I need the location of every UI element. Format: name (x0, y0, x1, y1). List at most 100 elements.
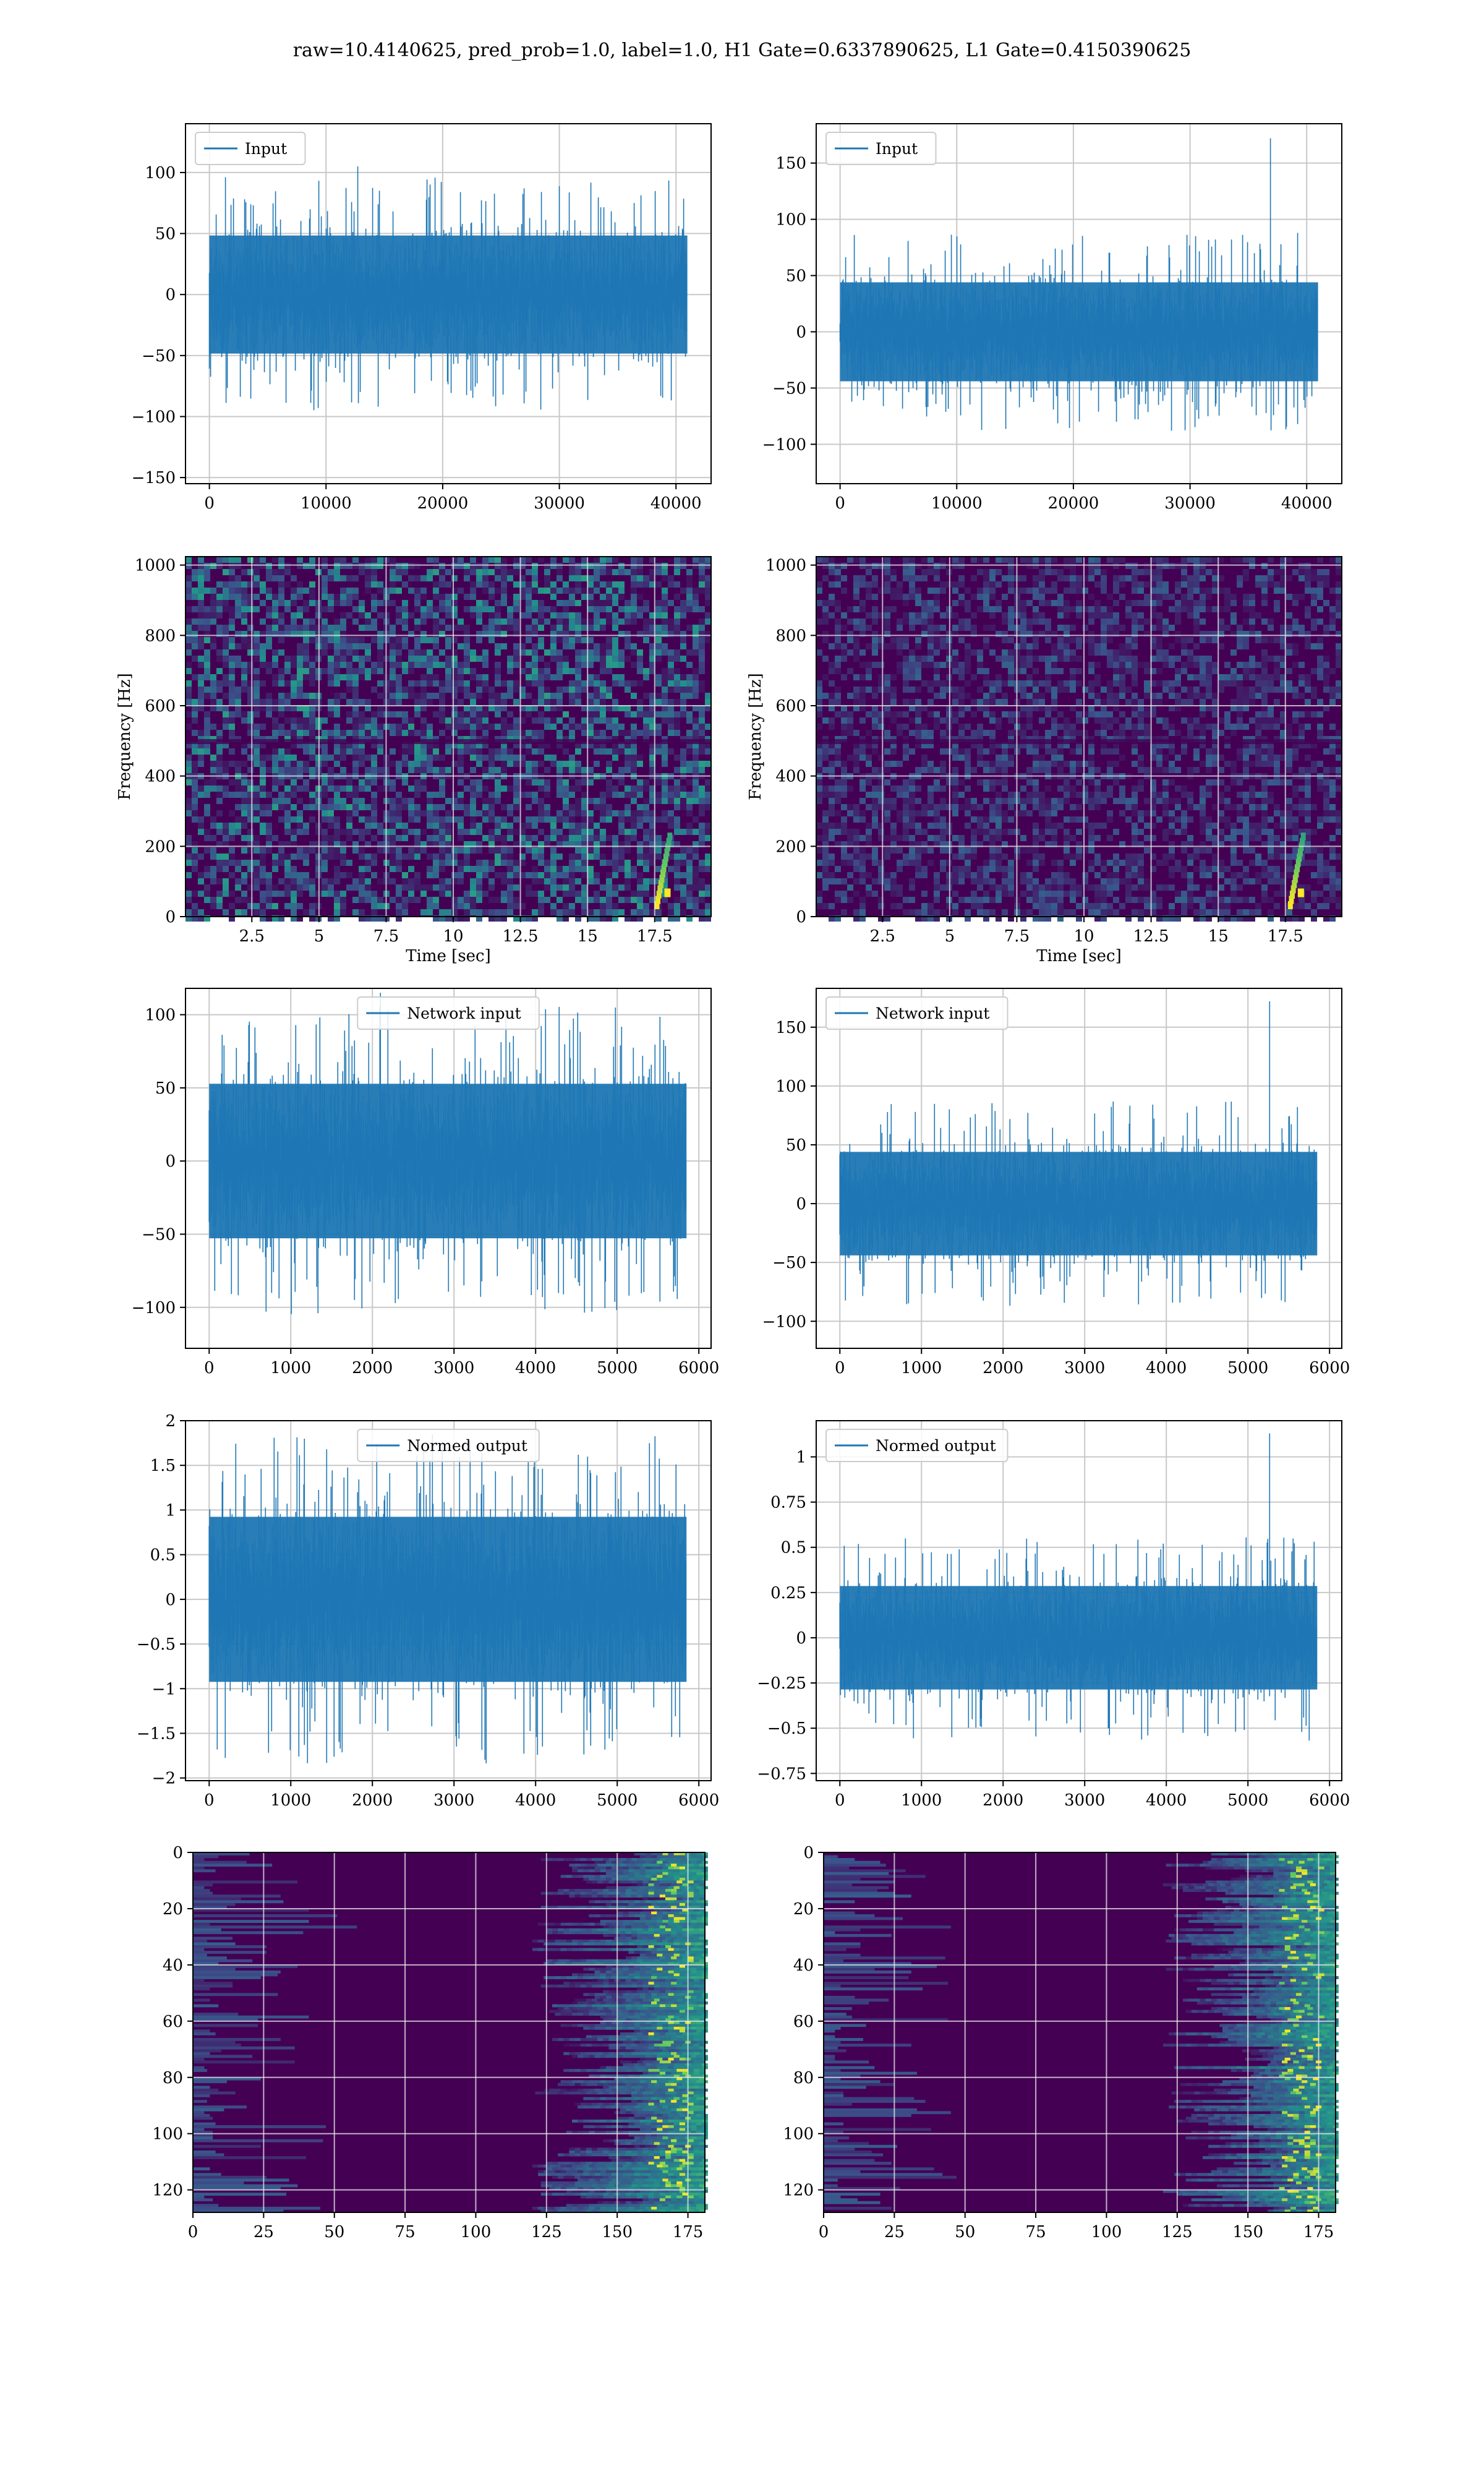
spectrogram-cell (1113, 612, 1119, 618)
spectrogram-cell (556, 563, 563, 569)
spectrogram-cell (1181, 637, 1187, 643)
spectrogram-cell (513, 680, 519, 687)
spectrogram-cell (822, 575, 829, 581)
spectrogram-cell (482, 625, 488, 631)
spectrogram-cell (216, 631, 223, 637)
spectrogram-cell (495, 662, 501, 668)
spectrogram-cell (328, 884, 334, 891)
spectrogram-cell (284, 680, 291, 687)
spectrogram-cell (1286, 594, 1292, 600)
spectrogram-cell (625, 884, 631, 891)
spectrogram-cell (346, 730, 352, 736)
spectrogram-cell (1298, 569, 1305, 575)
spectrogram-cell (322, 854, 328, 860)
spectrogram-cell (816, 699, 822, 705)
spectrogram-cell (204, 792, 210, 798)
spectrogram-cell (186, 724, 192, 730)
legend: Input (195, 132, 306, 165)
spectrogram-cell (229, 699, 235, 705)
spectrogram-cell (1101, 711, 1107, 717)
spectrogram-cell (507, 829, 513, 835)
spectrogram-cell (1261, 662, 1268, 668)
spectrogram-cell (297, 798, 303, 804)
spectrogram-cell (464, 637, 470, 643)
spectrogram-cell (408, 717, 414, 724)
spectrogram-cell (927, 643, 934, 649)
spectrogram-cell (872, 612, 878, 618)
spectrogram-cell (903, 674, 909, 680)
spectrogram-cell (575, 748, 581, 755)
spectrogram-cell (1101, 717, 1107, 724)
spectrogram-cell (501, 581, 507, 588)
spectrogram-cell (241, 612, 247, 618)
spectrogram-cell (526, 625, 532, 631)
spectrogram-cell (495, 693, 501, 699)
spectrogram-cell (829, 668, 835, 674)
spectrogram-cell (198, 575, 204, 581)
spectrogram-cell (909, 649, 915, 656)
spectrogram-cell (488, 637, 495, 643)
spectrogram-cell (662, 649, 668, 656)
spectrogram-cell (618, 680, 625, 687)
spectrogram-cell (606, 606, 612, 612)
spectrogram-cell (556, 625, 563, 631)
spectrogram-cell (371, 687, 377, 693)
spectrogram-cell (686, 792, 693, 798)
spectrogram-cell (575, 835, 581, 841)
spectrogram-cell (569, 884, 575, 891)
spectrogram-cell (909, 674, 915, 680)
spectrogram-cell (989, 687, 996, 693)
spectrogram-cell (198, 785, 204, 792)
spectrogram-cell (686, 829, 693, 835)
spectrogram-cell (637, 656, 643, 662)
spectrogram-cell (637, 860, 643, 866)
spectrogram-cell (1113, 717, 1119, 724)
spectrogram-cell (1002, 656, 1008, 662)
spectrogram-cell (1132, 711, 1138, 717)
spectrogram-cell (495, 649, 501, 656)
spectrogram-cell (340, 618, 346, 625)
spectrogram-cell (266, 699, 272, 705)
spectrogram-cell (897, 625, 903, 631)
spectrogram-cell (427, 693, 433, 699)
spectrogram-cell (594, 575, 600, 581)
spectrogram-cell (550, 581, 556, 588)
spectrogram-cell (186, 860, 192, 866)
spectrogram-cell (377, 841, 383, 847)
spectrogram-cell (637, 847, 643, 854)
spectrogram-cell (365, 785, 371, 792)
spectrogram-cell (940, 717, 946, 724)
spectrogram-cell (451, 909, 458, 915)
spectrogram-cell (297, 829, 303, 835)
legend-label: Input (876, 140, 918, 158)
spectrogram-cell (569, 730, 575, 736)
spectrogram-cell (513, 557, 519, 563)
spectrogram-cell (346, 748, 352, 755)
spectrogram-cell (1212, 699, 1218, 705)
spectrogram-cell (1169, 687, 1175, 693)
spectrogram-cell (1076, 612, 1082, 618)
spectrogram-cell (1268, 618, 1274, 625)
spectrogram-cell (1261, 680, 1268, 687)
spectrogram-cell (835, 742, 841, 748)
spectrogram-cell (346, 872, 352, 878)
spectrogram-cell (934, 594, 940, 600)
spectrogram-cell (297, 816, 303, 823)
spectrogram-cell (1020, 680, 1026, 687)
spectrogram-cell (952, 668, 958, 674)
spectrogram-cell (451, 588, 458, 594)
spectrogram-cell (958, 625, 965, 631)
spectrogram-cell (1008, 711, 1014, 717)
spectrogram-cell (693, 909, 699, 915)
spectrogram-cell (278, 705, 284, 711)
spectrogram-cell (451, 897, 458, 903)
spectrogram-cell (1230, 618, 1237, 625)
spectrogram-cell (495, 847, 501, 854)
spectrogram-cell (396, 792, 402, 798)
spectrogram-cell (260, 680, 266, 687)
spectrogram-cell (427, 823, 433, 829)
spectrogram-cell (352, 792, 359, 798)
spectrogram-cell (1033, 594, 1039, 600)
spectrogram-cell (1020, 687, 1026, 693)
spectrogram-cell (1336, 563, 1342, 569)
